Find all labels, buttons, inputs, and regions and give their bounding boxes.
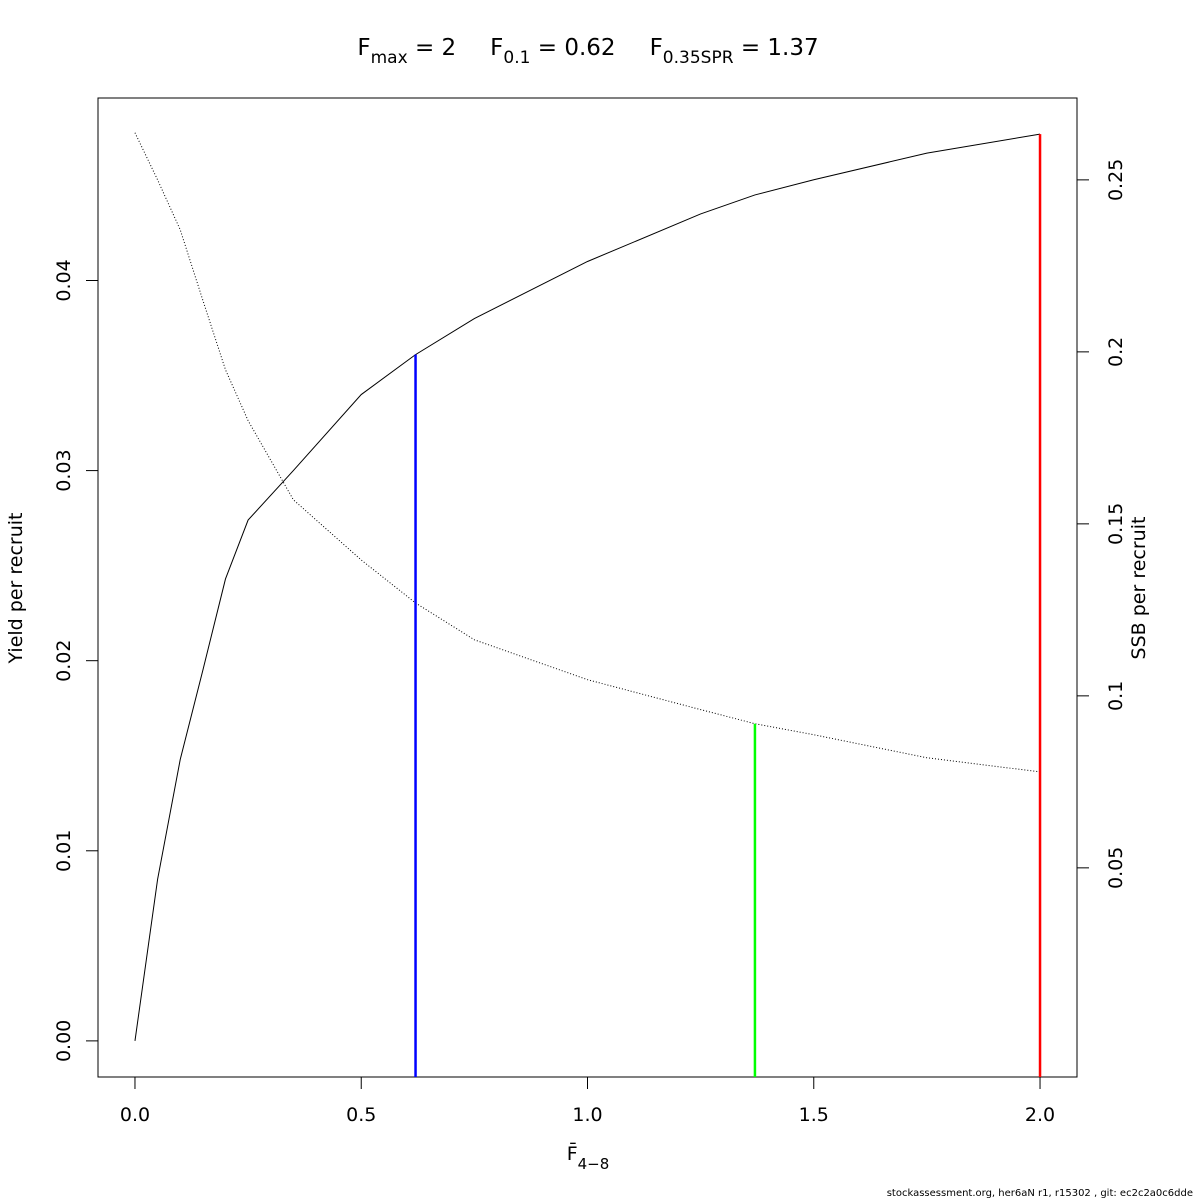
x-tick-label: 2.0 [1025, 1104, 1055, 1126]
x-tick-label: 0.0 [120, 1104, 150, 1126]
x-tick-label: 1.0 [572, 1104, 602, 1126]
x-label-subscript: 4−8 [578, 1155, 610, 1173]
chart-title: Fmax = 2 F0.1 = 0.62 F0.35SPR = 1.37 [357, 35, 818, 69]
footer: stockassessment.org, her6aN r1, r15302 ,… [887, 1188, 1193, 1199]
series-line [134, 132, 1041, 773]
y-tick-label: 0.02 [53, 640, 75, 682]
y-axis-label: Yield per recruit [5, 513, 27, 665]
y-tick-label: 0.03 [53, 449, 75, 491]
title-symbol: F [650, 35, 663, 61]
y2-tick-label: 0.1 [1105, 681, 1127, 711]
title-symbol: F [490, 35, 503, 61]
y2-tick-label: 0.15 [1105, 503, 1127, 545]
title-subscript: 0.35SPR [663, 48, 734, 68]
title-subscript: max [371, 48, 408, 68]
title-symbol: F [357, 35, 370, 61]
title-value: = 0.62 [530, 35, 615, 61]
title-value: = 1.37 [734, 35, 819, 61]
y2-tick-label: 0.25 [1105, 159, 1127, 201]
y-tick-label: 0.04 [53, 259, 75, 301]
series-line [134, 133, 1041, 1041]
y2-tick-label: 0.05 [1105, 847, 1127, 889]
x-axis-label: F̄4−8 [567, 1141, 610, 1173]
y-tick-label: 0.00 [53, 1020, 75, 1062]
title-subscript: 0.1 [503, 48, 530, 68]
plot-frame [97, 97, 1078, 1078]
title-value: = 2 [408, 35, 457, 61]
y2-axis-label: SSB per recruit [1128, 517, 1150, 660]
y2-tick-label: 0.2 [1105, 337, 1127, 367]
y-tick-label: 0.01 [53, 830, 75, 872]
x-tick-label: 0.5 [346, 1104, 376, 1126]
x-tick-label: 1.5 [799, 1104, 829, 1126]
x-label-symbol: F̄ [567, 1141, 578, 1165]
